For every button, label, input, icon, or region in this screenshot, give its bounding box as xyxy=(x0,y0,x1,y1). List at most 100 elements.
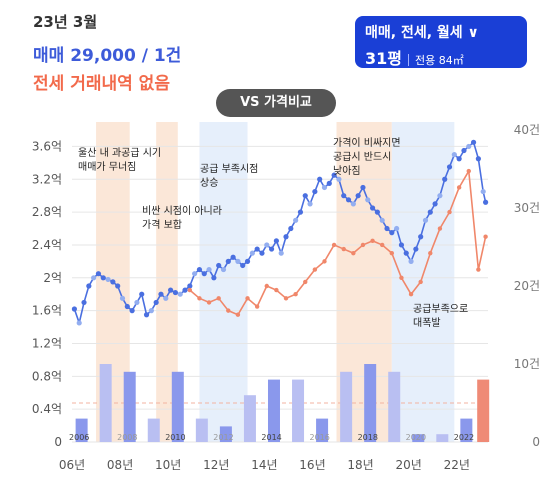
sale-point xyxy=(206,266,212,273)
jeonse-point xyxy=(254,304,260,309)
y-tick-right: 10건 xyxy=(514,357,540,371)
sale-point xyxy=(345,197,352,203)
sale-point xyxy=(182,287,188,293)
sale-point xyxy=(360,184,366,191)
sale-point xyxy=(187,283,193,289)
sale-point xyxy=(408,258,414,264)
sale-point xyxy=(470,139,477,145)
sale-point xyxy=(341,193,347,199)
volume-bar xyxy=(147,418,160,442)
sale-point xyxy=(365,197,371,203)
sale-point xyxy=(384,225,390,232)
sale-point xyxy=(355,193,361,199)
y-tick-left: 2.4억 xyxy=(32,238,62,252)
jeonse-point xyxy=(466,168,471,174)
jeonse-point xyxy=(447,209,452,215)
volume-bar xyxy=(412,434,425,442)
sale-point xyxy=(100,275,106,281)
sale-point xyxy=(403,250,409,256)
sale-point xyxy=(115,283,121,289)
sale-point xyxy=(268,246,275,252)
jeonse-point xyxy=(303,279,308,285)
sale-point xyxy=(95,271,102,277)
y-tick-left: 3.6억 xyxy=(32,139,62,153)
sale-point xyxy=(394,225,400,232)
year-label: 2006 xyxy=(69,433,89,442)
sale-point xyxy=(288,225,294,232)
sale-point xyxy=(177,291,183,297)
sale-point xyxy=(110,279,116,285)
trade-type-dropdown[interactable]: 매매, 전세, 월세 ∨ xyxy=(365,25,479,41)
jeonse-point xyxy=(226,308,231,313)
sale-point xyxy=(244,258,251,264)
jeonse-summary: 전세 거래내역 없음 xyxy=(33,74,170,94)
jeonse-point xyxy=(360,242,366,248)
sale-point xyxy=(129,308,135,314)
sale-point xyxy=(413,246,419,252)
volume-bar xyxy=(340,371,353,442)
sale-point xyxy=(297,209,304,215)
jeonse-point xyxy=(197,296,202,301)
sale-point xyxy=(225,258,231,264)
sale-point xyxy=(91,275,97,281)
sale-point xyxy=(259,250,265,256)
sale-point xyxy=(201,271,207,277)
year-label: 2008 xyxy=(117,433,137,442)
sale-point xyxy=(451,152,457,158)
annotation: 매매가 무너짐 xyxy=(78,161,136,173)
sale-point xyxy=(432,201,438,207)
sale-point xyxy=(254,246,260,252)
jeonse-point xyxy=(216,296,221,301)
annotation: 상승 xyxy=(200,177,218,189)
sale-point xyxy=(71,306,78,312)
jeonse-point xyxy=(312,267,318,272)
jeonse-point xyxy=(187,287,193,293)
annotation: 대폭발 xyxy=(413,317,441,329)
annotation: 울산 내 과공급 시기 xyxy=(78,147,161,159)
annotation: 낮아짐 xyxy=(333,165,361,177)
jeonse-point xyxy=(264,283,269,289)
year-label: 2010 xyxy=(165,433,185,442)
sale-point xyxy=(220,266,227,273)
sale-point xyxy=(167,287,174,293)
jeonse-point xyxy=(235,312,241,317)
y-tick-right: 20건 xyxy=(514,279,540,293)
year-label: 2018 xyxy=(358,433,378,442)
year-label: 2020 xyxy=(406,433,426,442)
sale-point xyxy=(418,234,424,240)
y-tick-left: 3.2억 xyxy=(32,172,62,186)
jeonse-point xyxy=(370,238,375,244)
sale-point xyxy=(192,271,198,277)
sale-point xyxy=(158,291,164,297)
sale-point xyxy=(235,258,241,264)
x-tick: 08년 xyxy=(107,458,133,472)
annotation: 가격 보합 xyxy=(142,218,182,231)
x-tick: 10년 xyxy=(155,458,181,472)
type-size-selector[interactable]: 매매, 전세, 월세 ∨ 31평 전용 84㎡ xyxy=(355,16,527,68)
sale-point xyxy=(398,242,405,248)
area-label: 전용 84㎡ xyxy=(415,54,464,67)
sale-point xyxy=(312,188,318,195)
sale-point xyxy=(105,276,111,283)
sale-point xyxy=(482,199,489,205)
sale-point xyxy=(302,193,308,199)
sale-point xyxy=(163,295,169,301)
y-tick-left: 1.6억 xyxy=(32,304,62,318)
sale-point xyxy=(461,147,467,154)
shaded-period-2 xyxy=(199,122,248,442)
compare-price-button[interactable]: VS 가격비교 xyxy=(216,89,336,117)
jeonse-point xyxy=(389,250,395,256)
sale-point xyxy=(466,143,472,150)
y-tick-right: 30건 xyxy=(514,201,540,215)
sale-point xyxy=(475,156,481,162)
volume-bar xyxy=(460,418,473,442)
x-tick: 18년 xyxy=(347,458,373,472)
jeonse-point xyxy=(206,300,212,305)
sale-point xyxy=(437,193,443,199)
sale-summary: 매매 29,000 / 1건 xyxy=(33,46,182,66)
volume-bar xyxy=(477,379,490,442)
volume-bar xyxy=(123,371,136,442)
sale-point xyxy=(321,184,328,191)
sale-point xyxy=(249,250,255,256)
jeonse-point xyxy=(408,292,414,297)
